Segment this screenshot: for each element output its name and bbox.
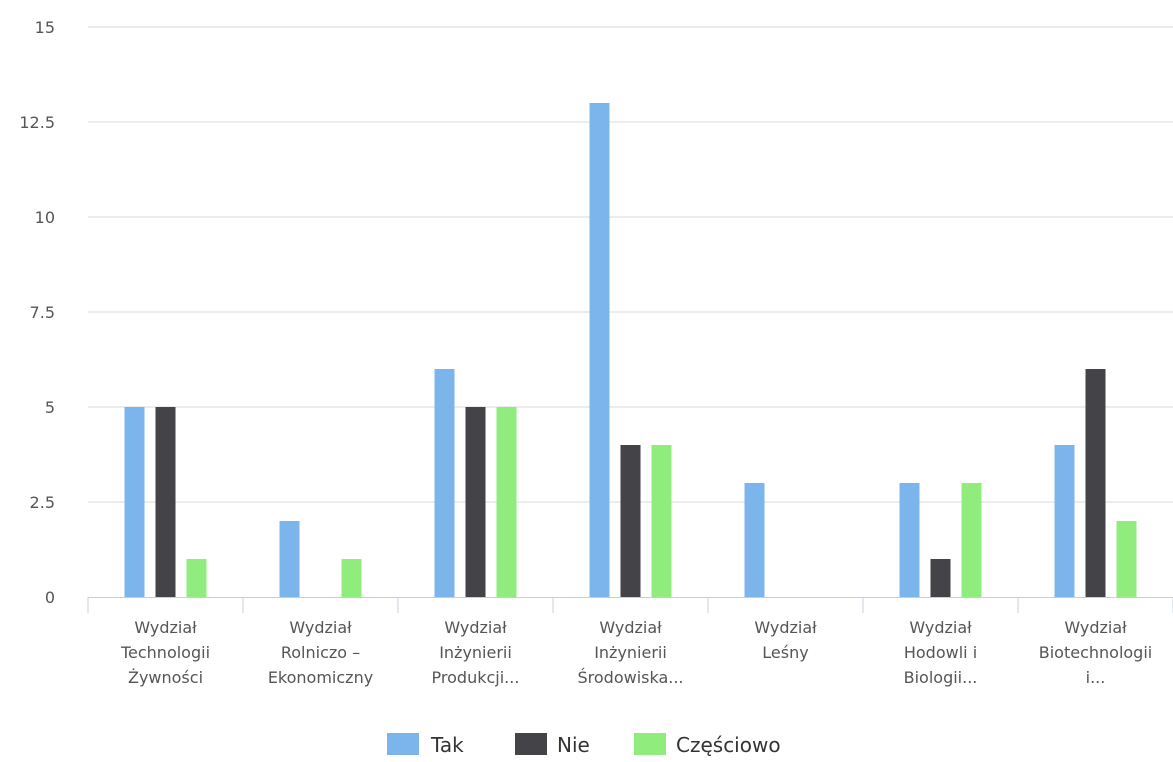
x-category-label-line: Inżynierii <box>439 643 512 662</box>
x-category-label-line: Produkcji... <box>432 668 520 687</box>
y-tick-label: 0 <box>45 588 55 607</box>
bar-tak[interactable] <box>434 369 455 597</box>
x-category-label-line: Technologii <box>120 643 210 662</box>
x-category-label: Wydział Inżynierii Środowiska... <box>577 618 683 687</box>
bar-tak[interactable] <box>1054 445 1075 597</box>
legend-label: Nie <box>557 733 590 757</box>
bar-nie[interactable] <box>465 407 486 597</box>
bar-tak[interactable] <box>589 103 610 597</box>
y-axis-ticks: 0 2.5 5 7.5 10 12.5 15 <box>19 18 55 607</box>
bar-nie[interactable] <box>1085 369 1106 597</box>
bar-częściowo[interactable] <box>186 559 207 597</box>
legend[interactable]: Tak Nie Częściowo <box>387 733 781 757</box>
bars <box>124 103 1137 597</box>
x-category-label-line: Wydział <box>754 618 817 637</box>
bar-tak[interactable] <box>744 483 765 597</box>
legend-label: Tak <box>430 733 464 757</box>
bar-tak[interactable] <box>279 521 300 597</box>
x-category-label-line: Rolniczo – <box>281 643 360 662</box>
bar-tak[interactable] <box>899 483 920 597</box>
bar-częściowo[interactable] <box>341 559 362 597</box>
legend-item-częściowo[interactable]: Częściowo <box>634 733 781 757</box>
x-category-label-line: Biologii... <box>904 668 978 687</box>
x-category-label-line: Inżynierii <box>594 643 667 662</box>
gridlines <box>88 26 1173 503</box>
legend-swatch <box>515 733 547 755</box>
x-category-label-line: Wydział <box>134 618 197 637</box>
x-category-label-line: i... <box>1086 668 1106 687</box>
x-category-label-line: Wydział <box>444 618 507 637</box>
x-category-label: Wydział Rolniczo – Ekonomiczny <box>268 618 373 687</box>
bar-nie[interactable] <box>620 445 641 597</box>
legend-item-nie[interactable]: Nie <box>515 733 590 757</box>
bar-częściowo[interactable] <box>651 445 672 597</box>
x-category-label-line: Hodowli i <box>904 643 977 662</box>
x-category-label-line: Środowiska... <box>577 668 683 687</box>
x-axis <box>87 597 1173 613</box>
bar-tak[interactable] <box>124 407 145 597</box>
x-category-label-line: Ekonomiczny <box>268 668 373 687</box>
y-tick-label: 10 <box>35 208 55 227</box>
legend-swatch <box>387 733 419 755</box>
x-category-label-line: Biotechnologii <box>1039 643 1152 662</box>
y-tick-label: 12.5 <box>19 113 55 132</box>
y-tick-label: 5 <box>45 398 55 417</box>
x-category-label: Wydział Technologii Żywności <box>120 618 210 687</box>
x-category-label-line: Wydział <box>1064 618 1127 637</box>
x-category-label-line: Leśny <box>762 643 808 662</box>
bar-nie[interactable] <box>930 559 951 597</box>
x-category-label-line: Żywności <box>128 668 203 687</box>
y-tick-label: 15 <box>35 18 55 37</box>
legend-label: Częściowo <box>676 733 781 757</box>
x-category-label-line: Wydział <box>909 618 972 637</box>
legend-swatch <box>634 733 666 755</box>
x-axis-labels: Wydział Technologii Żywności Wydział Rolnicz… <box>120 618 1152 687</box>
bar-nie[interactable] <box>155 407 176 597</box>
x-category-label: Wydział Inżynierii Produkcji... <box>432 618 520 687</box>
x-category-label-line: Wydział <box>289 618 352 637</box>
x-category-label-line: Wydział <box>599 618 662 637</box>
y-tick-label: 7.5 <box>30 303 55 322</box>
x-category-label: Wydział Leśny <box>754 618 817 662</box>
y-tick-label: 2.5 <box>30 493 55 512</box>
x-category-label: Wydział Hodowli i Biologii... <box>904 618 978 687</box>
bar-częściowo[interactable] <box>1116 521 1137 597</box>
bar-częściowo[interactable] <box>496 407 517 597</box>
x-category-label: Wydział Biotechnologii i... <box>1039 618 1152 687</box>
legend-item-tak[interactable]: Tak <box>387 733 464 757</box>
bar-częściowo[interactable] <box>961 483 982 597</box>
